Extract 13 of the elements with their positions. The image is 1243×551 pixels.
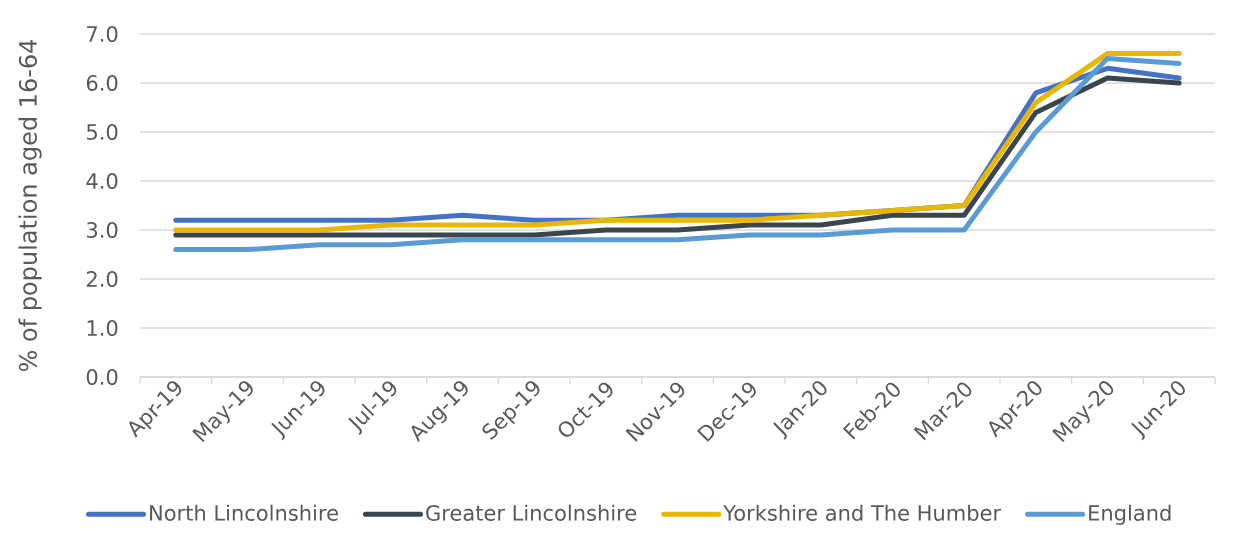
y-axis-title: % of population aged 16-64 [18, 39, 42, 372]
legend-label: North Lincolnshire [150, 504, 338, 521]
y-tick-label: 6.0 [86, 75, 118, 91]
y-tick-label: 1.0 [87, 320, 118, 336]
y-tick-label: 0.0 [86, 369, 118, 385]
legend-label: Yorkshire and The Humber [723, 504, 1002, 521]
y-tick-label: 3.0 [87, 222, 118, 238]
legend-label: Greater Lincolnshire [426, 504, 637, 521]
y-tick-label: 5.0 [87, 124, 118, 140]
legend-label: England [1089, 504, 1171, 525]
y-tick-label: 2.0 [86, 271, 118, 287]
y-tick-label: 7.0 [87, 26, 118, 42]
y-tick-label: 4.0 [86, 173, 118, 189]
